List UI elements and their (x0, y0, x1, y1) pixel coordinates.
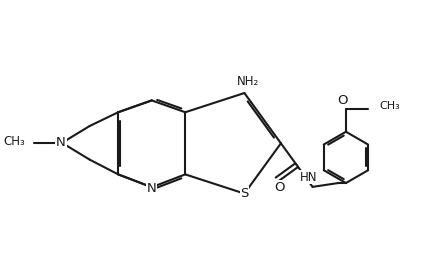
Text: NH₂: NH₂ (237, 75, 260, 88)
Text: N: N (147, 182, 157, 195)
Text: CH₃: CH₃ (380, 101, 400, 111)
Text: O: O (274, 181, 284, 194)
Text: O: O (338, 94, 348, 107)
Text: CH₃: CH₃ (3, 135, 25, 148)
Text: HN: HN (300, 170, 317, 184)
Text: N: N (56, 136, 66, 149)
Text: S: S (240, 187, 249, 200)
